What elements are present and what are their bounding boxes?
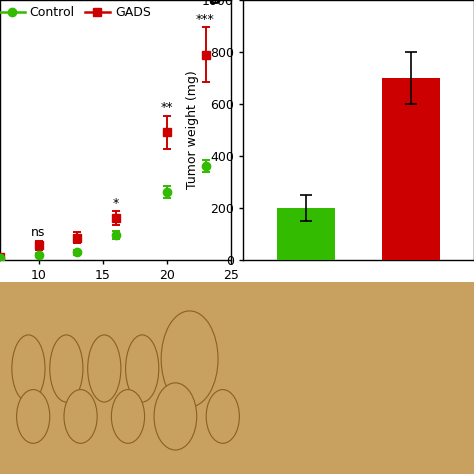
- Bar: [382, 78, 440, 260]
- Ellipse shape: [154, 383, 197, 450]
- Ellipse shape: [206, 390, 239, 443]
- Ellipse shape: [161, 311, 218, 407]
- Bar: [277, 208, 335, 260]
- Ellipse shape: [17, 390, 50, 443]
- Ellipse shape: [88, 335, 121, 402]
- Text: ***: ***: [196, 13, 215, 26]
- X-axis label: Days: Days: [98, 284, 133, 298]
- Ellipse shape: [126, 335, 159, 402]
- Text: B: B: [208, 0, 221, 8]
- Y-axis label: Tumor weight (mg): Tumor weight (mg): [186, 71, 199, 189]
- Text: *: *: [112, 197, 118, 210]
- Ellipse shape: [64, 390, 97, 443]
- Text: ns: ns: [31, 226, 46, 239]
- Text: **: **: [161, 101, 173, 114]
- Legend: Control, GADS: Control, GADS: [0, 1, 155, 24]
- Ellipse shape: [12, 335, 45, 402]
- Ellipse shape: [50, 335, 83, 402]
- Ellipse shape: [111, 390, 145, 443]
